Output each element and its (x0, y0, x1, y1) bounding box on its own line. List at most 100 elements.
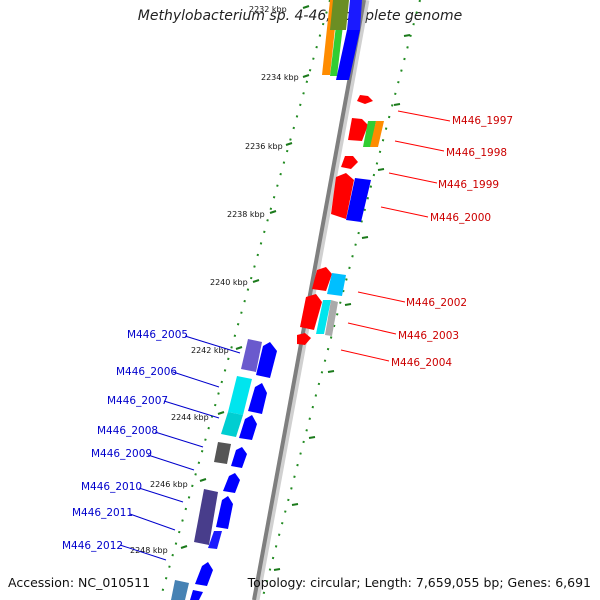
gene-arrow-m446-1997[interactable] (357, 95, 373, 104)
gene-label-m446-2002[interactable]: M446_2002 (406, 297, 467, 309)
leader-line (347, 322, 397, 335)
inner-tick (393, 103, 401, 106)
gene-arrow-m446-2002a[interactable] (312, 267, 332, 291)
scale-tick-label: 2232 kbp (249, 5, 287, 14)
gene-arrow-m446-2010b[interactable] (216, 496, 233, 529)
gene-arrow-m446-2003b[interactable] (316, 300, 331, 334)
gene-label-m446-2010[interactable]: M446_2010 (81, 481, 142, 493)
leader-line (129, 513, 176, 531)
scale-tick (217, 411, 225, 415)
gene-arrow-m446-2007b[interactable] (239, 415, 257, 440)
gene-arrow-m446-2007[interactable] (221, 412, 243, 437)
gene-label-m446-2009[interactable]: M446_2009 (91, 448, 152, 460)
scale-tick-label: 2242 kbp (191, 346, 229, 355)
outer-dotted-track (159, 0, 331, 600)
leader-line (172, 371, 220, 388)
gene-arrow-m446-2008b[interactable] (231, 447, 247, 468)
top-gene-cluster (322, 0, 362, 80)
gene-arrow-m446-2003c[interactable] (325, 300, 338, 336)
scale-tick (252, 279, 260, 283)
gene-label-m446-1997[interactable]: M446_1997 (452, 115, 513, 127)
gene-label-m446-1999[interactable]: M446_1999 (438, 179, 499, 191)
gene-arrow-m446-2009[interactable] (223, 473, 240, 493)
gene-arrow-m446-2000b[interactable] (346, 178, 371, 222)
gene-arrow-m446-2006b[interactable] (248, 383, 267, 414)
gene-arrow-m446-1999[interactable] (341, 156, 358, 169)
right-gene-arrows (297, 95, 384, 345)
scale-tick-label: 2234 kbp (261, 73, 299, 82)
left-gene-labels: M446_2005 M446_2006 M446_2007 M446_2008 … (62, 329, 241, 561)
leader-line (340, 349, 390, 362)
inner-tick (327, 370, 335, 373)
accession-label: Accession: NC_010511 (8, 575, 151, 590)
scale-tick-label: 2236 kbp (245, 142, 283, 151)
scale-tick-label: 2248 kbp (130, 546, 168, 555)
left-gene-arrows (171, 339, 277, 600)
gene-arrow-m446-2002b[interactable] (327, 273, 346, 296)
leader-line (119, 544, 167, 561)
gene-arrow-m446-2003a[interactable] (300, 294, 322, 330)
inner-tick (403, 34, 411, 37)
gene-arrow-m446-2012a[interactable] (195, 562, 213, 586)
scale-tick (269, 210, 277, 214)
leader-line (394, 140, 445, 152)
leader-line (184, 335, 241, 354)
gene-arrow-m446-2012c[interactable] (190, 590, 203, 600)
scale-tick (285, 142, 293, 146)
gene-arrow[interactable] (336, 30, 360, 80)
gene-arrow-m446-2010a[interactable] (194, 489, 218, 545)
gene-arrow-m446-2005a[interactable] (241, 339, 262, 372)
inner-tick (344, 303, 352, 306)
scale-tick-label: 2246 kbp (150, 480, 188, 489)
gene-label-m446-2007[interactable]: M446_2007 (107, 395, 168, 407)
scale-tick-label: 2238 kbp (227, 210, 265, 219)
inner-tick (273, 568, 281, 571)
leader-line (154, 431, 204, 448)
leader-line (380, 206, 429, 218)
gene-label-m446-2006[interactable]: M446_2006 (116, 366, 177, 378)
inner-dotted-track (261, 0, 421, 600)
inner-tick (291, 503, 299, 506)
leader-line (163, 400, 220, 419)
gene-arrow-m446-2000a[interactable] (331, 173, 354, 219)
gene-label-m446-2004[interactable]: M446_2004 (391, 357, 452, 369)
genome-title: Methylobacterium sp. 4-46, complete geno… (137, 8, 463, 24)
gene-label-m446-2000[interactable]: M446_2000 (430, 212, 491, 224)
scale-tick (302, 5, 310, 9)
scale-tick (302, 74, 310, 78)
scale-tick (199, 478, 207, 482)
gene-label-m446-2012[interactable]: M446_2012 (62, 540, 123, 552)
inner-tick (308, 436, 316, 439)
gene-label-m446-2005[interactable]: M446_2005 (127, 329, 188, 341)
gene-arrow-m446-1998a[interactable] (348, 118, 368, 141)
gene-arrow-m446-2004[interactable] (297, 333, 311, 345)
gene-arrow-m446-2005b[interactable] (256, 342, 277, 378)
leader-line (357, 291, 406, 303)
gene-label-m446-2011[interactable]: M446_2011 (72, 507, 133, 519)
scale-tick-label: 2240 kbp (210, 278, 248, 287)
leader-line (138, 487, 184, 503)
right-gene-labels: M446_1997 M446_1998 M446_1999 M446_2000 … (340, 110, 513, 369)
gene-label-m446-2008[interactable]: M446_2008 (97, 425, 158, 437)
inner-track-ticks (273, 34, 411, 571)
gene-arrow-m446-2006[interactable] (228, 376, 252, 415)
leader-line (397, 110, 451, 122)
gene-label-m446-2003[interactable]: M446_2003 (398, 330, 459, 342)
scale-ticks: 2232 kbp 2234 kbp 2236 kbp 2238 kbp 2240… (130, 5, 310, 555)
leader-line (388, 172, 438, 184)
scale-tick-label: 2244 kbp (171, 413, 209, 422)
gene-arrow[interactable] (330, 0, 349, 30)
gene-arrow-m446-1998c[interactable] (370, 121, 384, 147)
gene-arrow[interactable] (347, 0, 362, 30)
gene-arrow-m446-2008a[interactable] (214, 442, 231, 464)
inner-tick (361, 236, 369, 239)
gene-label-m446-1998[interactable]: M446_1998 (446, 147, 507, 159)
gene-arrow-m446-2011[interactable] (208, 531, 222, 549)
gene-arrow-m446-1998b[interactable] (363, 121, 376, 147)
scale-tick (235, 346, 243, 350)
inner-tick (377, 168, 385, 171)
gene-arrow-m446-2012b[interactable] (171, 580, 189, 600)
topology-summary: Topology: circular; Length: 7,659,055 bp… (247, 575, 591, 590)
